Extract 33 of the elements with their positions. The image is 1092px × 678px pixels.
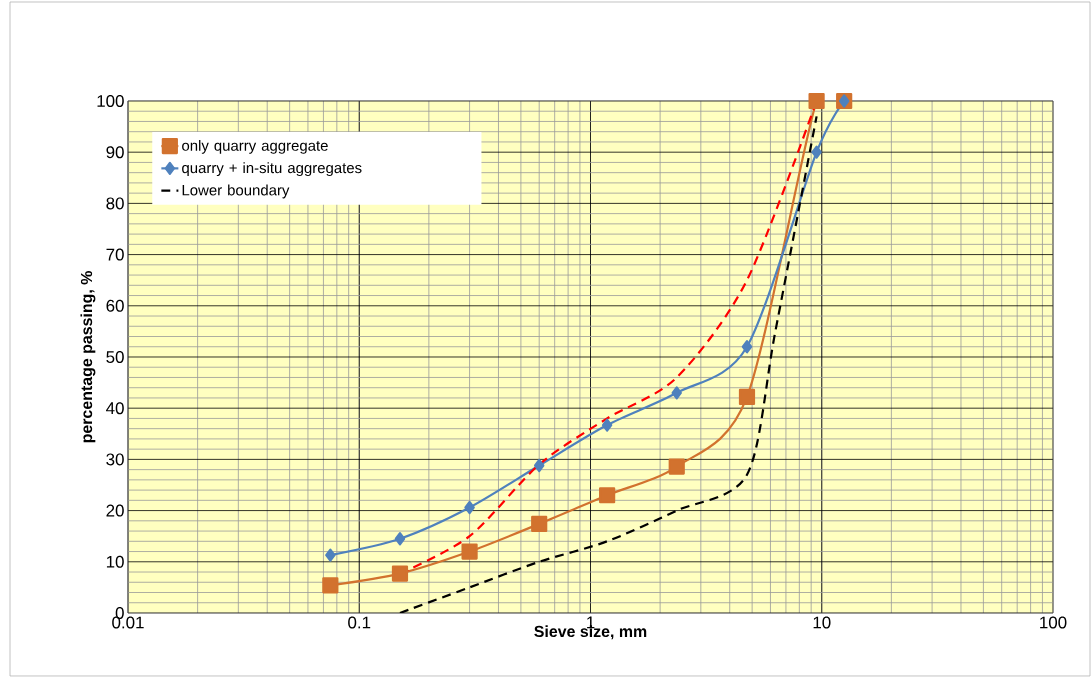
legend-label: Lower boundary [182,184,290,199]
point [391,565,409,582]
point [325,548,336,562]
y-tick-label: 20 [106,504,124,517]
y-tick-label: 100 [97,94,124,107]
point [668,458,685,475]
point [601,418,613,432]
point [671,386,682,400]
point [741,340,753,354]
y-tick-label: 30 [106,453,124,466]
y-tick-label: 10 [106,555,124,568]
point [811,145,822,159]
y-tick-label: 40 [106,402,124,415]
legend-label: quarry + in-situ aggregates [182,162,362,177]
y-tick-label: 80 [106,197,124,210]
x-tick-label: 100 [1040,616,1067,629]
y-tick-label: 70 [106,248,124,261]
point [808,92,825,110]
point [599,487,616,504]
x-tick-label: 10 [813,616,831,629]
point [461,543,478,560]
point [394,532,406,546]
point [322,577,339,594]
legend-label: only quarry aggregate [182,139,328,154]
point [738,388,756,406]
x-tick-label: 0.1 [348,616,371,629]
y-tick-label: 90 [106,146,124,159]
point [533,458,545,473]
point [464,500,475,515]
y-tick-label: 60 [106,299,124,312]
point [531,515,548,532]
y-axis-title: percentage passing, % [80,271,96,443]
y-tick-label: 50 [106,350,124,363]
